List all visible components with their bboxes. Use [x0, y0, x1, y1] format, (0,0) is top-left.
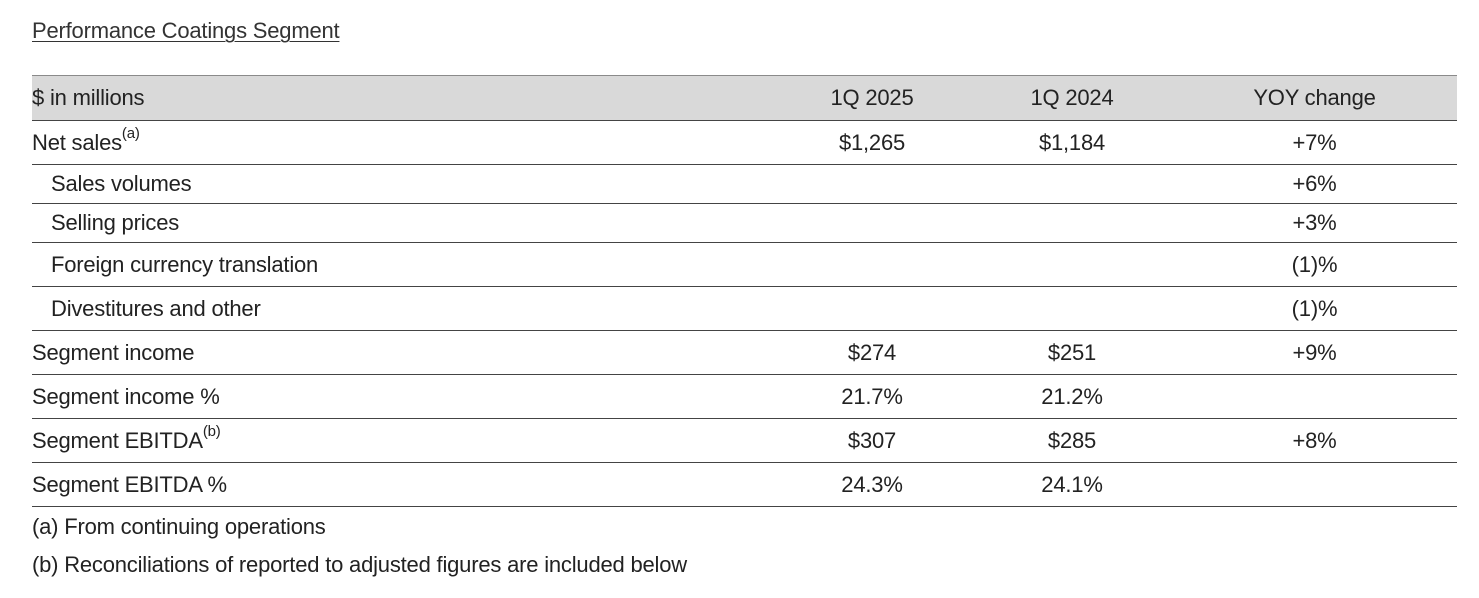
value-1q2024: 21.2%	[1041, 383, 1103, 409]
footnote-b: (b) Reconciliations of reported to adjus…	[32, 552, 687, 577]
footnote-a: (a) From continuing operations	[32, 514, 326, 539]
value-1q2024: $251	[1047, 339, 1097, 365]
value-1q2025: $274	[847, 339, 897, 365]
row-label: Selling prices	[51, 210, 180, 235]
footnotes: (a) From continuing operations (b) Recon…	[32, 511, 687, 587]
row-label-text: Segment EBITDA	[32, 427, 203, 453]
row-label-text: Net sales	[32, 129, 122, 155]
table-row-segment-income-pct: Segment income % 21.7% 21.2%	[32, 375, 1457, 419]
row-label: Segment EBITDA %	[32, 471, 227, 497]
row-label: Foreign currency translation	[51, 251, 319, 277]
value-yoy: +8%	[1292, 427, 1337, 453]
table-row-selling-prices: Selling prices +3%	[32, 204, 1457, 243]
header-yoy-change: YOY change	[1253, 85, 1376, 110]
value-1q2024: $1,184	[1038, 129, 1106, 155]
value-1q2025: 21.7%	[841, 383, 903, 409]
value-yoy: (1)%	[1291, 251, 1338, 277]
value-1q2024: $285	[1047, 427, 1097, 453]
row-label: Segment EBITDA(b)	[32, 424, 221, 454]
row-label: Divestitures and other	[51, 295, 261, 321]
table-row-segment-ebitda-pct: Segment EBITDA % 24.3% 24.1%	[32, 463, 1457, 507]
table-row-foreign-currency: Foreign currency translation (1)%	[32, 243, 1457, 287]
value-yoy: +9%	[1292, 339, 1337, 365]
value-yoy: +6%	[1292, 171, 1337, 196]
header-label: $ in millions	[32, 85, 145, 110]
value-yoy: +3%	[1292, 210, 1337, 235]
value-yoy: (1)%	[1291, 295, 1338, 321]
header-1q2024: 1Q 2024	[1030, 85, 1114, 110]
value-1q2024: 24.1%	[1041, 471, 1103, 497]
section-title-link[interactable]: Performance Coatings Segment	[32, 18, 340, 43]
value-1q2025: 24.3%	[841, 471, 903, 497]
value-1q2025: $1,265	[838, 129, 906, 155]
value-1q2025: $307	[847, 427, 897, 453]
footnote-marker: (a)	[121, 125, 140, 143]
value-yoy: +7%	[1292, 129, 1337, 155]
table-row-divestitures: Divestitures and other (1)%	[32, 287, 1457, 331]
table-header-row: $ in millions 1Q 2025 1Q 2024 YOY change	[32, 76, 1457, 121]
row-label: Segment income %	[32, 383, 220, 409]
row-label: Segment income	[32, 339, 195, 365]
header-1q2025: 1Q 2025	[830, 85, 914, 110]
footnote-marker: (b)	[202, 423, 221, 441]
table-row-segment-ebitda: Segment EBITDA(b) $307 $285 +8%	[32, 419, 1457, 463]
row-label: Net sales(a)	[32, 126, 140, 156]
row-label: Sales volumes	[51, 171, 192, 196]
table-row-segment-income: Segment income $274 $251 +9%	[32, 331, 1457, 375]
table-row-sales-volumes: Sales volumes +6%	[32, 165, 1457, 204]
table-row-net-sales: Net sales(a) $1,265 $1,184 +7%	[32, 121, 1457, 165]
performance-coatings-table: $ in millions 1Q 2025 1Q 2024 YOY change…	[32, 75, 1457, 507]
